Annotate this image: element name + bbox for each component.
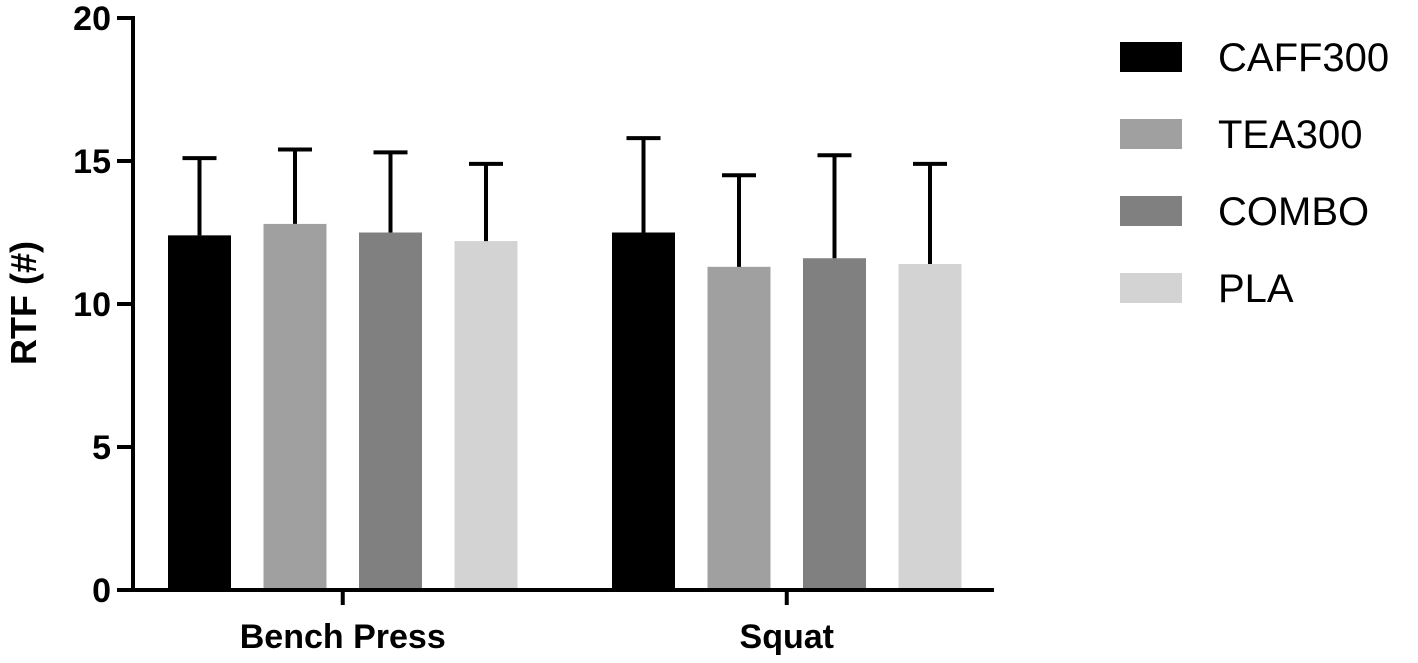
x-tick-label: Bench Press: [240, 618, 446, 656]
bar-bench-press-caff300: [168, 235, 231, 591]
legend-label-pla: PLA: [1218, 267, 1294, 311]
legend-label-combo: COMBO: [1218, 190, 1369, 234]
legend-swatch-pla: [1120, 273, 1182, 303]
bar-squat-pla: [898, 263, 962, 590]
x-ticks: Bench Press Squat: [240, 590, 834, 656]
y-tick-label: 20: [73, 0, 111, 38]
error-bars-layer: [182, 136, 947, 267]
y-tick-label: 15: [73, 143, 111, 181]
y-tick-label: 5: [92, 429, 111, 467]
bars-layer: [168, 223, 962, 591]
y-tick-label: 10: [73, 286, 111, 324]
x-tick-label: Squat: [740, 618, 834, 656]
legend-swatch-caff300: [1120, 42, 1182, 72]
legend-swatch-tea300: [1120, 119, 1182, 149]
bar-bench-press-pla: [454, 241, 518, 590]
y-tick-label: 0: [92, 572, 111, 610]
bar-bench-press-tea300: [263, 223, 327, 591]
legend: CAFF300 TEA300 COMBO PLA: [1120, 36, 1389, 311]
legend-label-caff300: CAFF300: [1218, 36, 1389, 80]
y-ticks: 0 5 10 15 20: [73, 0, 133, 610]
legend-label-tea300: TEA300: [1218, 113, 1363, 157]
bar-squat-tea300: [707, 266, 771, 590]
bar-squat-caff300: [612, 232, 675, 590]
bar-squat-combo: [803, 258, 866, 590]
bar-bench-press-combo: [359, 232, 422, 590]
legend-swatch-combo: [1120, 196, 1182, 226]
y-axis-label: RTF (#): [3, 241, 44, 365]
